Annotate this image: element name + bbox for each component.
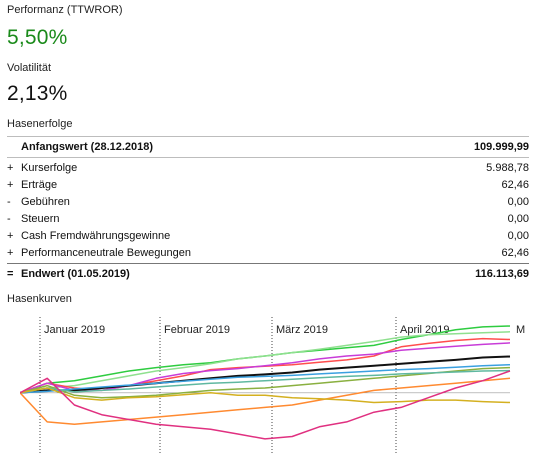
end-value-label: Endwert (01.05.2019): [21, 268, 130, 280]
x-tick-label: März 2019: [276, 324, 328, 336]
x-tick-label: Februar 2019: [164, 324, 230, 336]
item-value: 0,00: [507, 230, 529, 242]
item-label: Steuern: [21, 213, 60, 225]
ttwror-value: 5,50%: [7, 26, 68, 49]
list-item: + Performanceneutrale Bewegungen 62,46: [7, 247, 529, 264]
sign: +: [7, 230, 14, 242]
item-value: 0,00: [507, 213, 529, 225]
sign: +: [7, 179, 14, 191]
end-value-row: = Endwert (01.05.2019) 116.113,69: [7, 268, 529, 285]
divider: [7, 157, 529, 158]
series-line-10: [20, 370, 511, 440]
item-value: 62,46: [501, 179, 529, 191]
list-item: + Cash Fremdwährungsgewinne 0,00: [7, 230, 529, 247]
end-value-amount: 116.113,69: [475, 268, 529, 280]
volatility-label: Volatilität: [7, 62, 52, 74]
series-line-7: [20, 369, 511, 394]
breakdown-title: Hasenerfolge: [7, 118, 73, 130]
sign: -: [7, 213, 11, 225]
list-item: - Steuern 0,00: [7, 213, 529, 230]
divider: [7, 263, 529, 264]
series-line-4: [20, 355, 511, 394]
start-value-row: Anfangswert (28.12.2018) 109.999,99: [7, 141, 529, 158]
item-label: Gebühren: [21, 196, 70, 208]
item-value: 0,00: [507, 196, 529, 208]
item-value: 62,46: [501, 247, 529, 259]
item-label: Erträge: [21, 179, 58, 191]
divider: [7, 136, 529, 137]
item-label: Performanceneutrale Bewegungen: [21, 247, 192, 259]
x-tick-label: M: [516, 324, 525, 336]
sign: +: [7, 162, 14, 174]
performance-chart: Januar 2019 Februar 2019 März 2019 April 20…: [20, 317, 525, 453]
item-label: Cash Fremdwährungsgewinne: [21, 230, 171, 242]
x-tick-label: Januar 2019: [44, 324, 105, 336]
list-item: - Gebühren 0,00: [7, 196, 529, 213]
start-value-amount: 109.999,99: [473, 141, 529, 153]
sign: =: [7, 268, 14, 280]
series-line-5: [20, 363, 511, 394]
sign: -: [7, 196, 11, 208]
series-line-9: [20, 387, 511, 404]
series-line-8: [20, 377, 511, 426]
volatility-value: 2,13%: [7, 82, 68, 105]
list-item: + Erträge 62,46: [7, 179, 529, 196]
ttwror-label: Performanz (TTWROR): [7, 4, 123, 16]
sign: +: [7, 247, 14, 259]
item-label: Kurserfolge: [21, 162, 78, 174]
item-value: 5.988,78: [486, 162, 529, 174]
start-value-label: Anfangswert (28.12.2018): [21, 141, 154, 153]
series-line-1: [20, 331, 511, 394]
list-item: + Kurserfolge 5.988,78: [7, 162, 529, 179]
chart-title: Hasenkurven: [7, 293, 72, 305]
